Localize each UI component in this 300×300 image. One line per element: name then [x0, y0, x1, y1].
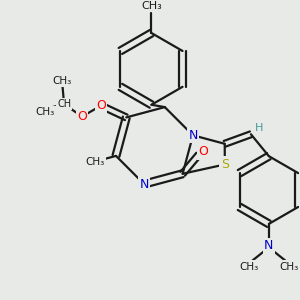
Text: O: O — [199, 145, 208, 158]
Text: O: O — [96, 99, 106, 112]
Text: N: N — [140, 178, 149, 190]
Text: CH₃: CH₃ — [239, 262, 259, 272]
Text: CH: CH — [57, 99, 71, 109]
Text: N: N — [188, 129, 198, 142]
Text: CH₃: CH₃ — [279, 262, 298, 272]
Text: H: H — [255, 123, 263, 133]
Text: CH₃: CH₃ — [85, 157, 104, 166]
Text: O: O — [77, 110, 87, 123]
Text: CH₃: CH₃ — [141, 1, 162, 11]
Text: CH₃: CH₃ — [35, 107, 55, 117]
Text: N: N — [264, 239, 274, 252]
Text: S: S — [221, 158, 229, 171]
Text: CH₃: CH₃ — [53, 76, 72, 86]
